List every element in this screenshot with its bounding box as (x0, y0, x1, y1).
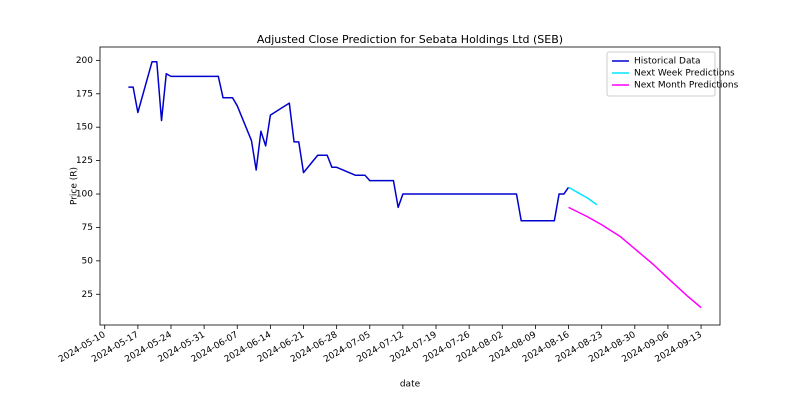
series-line (128, 60, 570, 222)
plot-frame (99, 46, 721, 326)
legend-label: Next Month Predictions (634, 81, 739, 91)
x-axis-label: date (400, 380, 421, 390)
y-tick-label: 150 (76, 123, 93, 133)
legend-label: Historical Data (634, 57, 701, 67)
series-line (568, 186, 598, 206)
legend-label: Next Week Predictions (634, 69, 735, 79)
legend-box (606, 51, 716, 97)
y-tick-label: 50 (82, 256, 94, 266)
y-axis-label: Price (R) (70, 167, 80, 205)
series-line (568, 206, 702, 309)
y-tick-label: 25 (82, 290, 93, 300)
y-tick-label: 125 (76, 156, 93, 166)
y-tick-label: 175 (76, 89, 93, 99)
chart-title: Adjusted Close Prediction for Sebata Hol… (257, 33, 563, 46)
y-tick-label: 75 (82, 223, 93, 233)
y-tick-label: 200 (76, 56, 93, 66)
y-tick-label: 100 (76, 190, 93, 200)
